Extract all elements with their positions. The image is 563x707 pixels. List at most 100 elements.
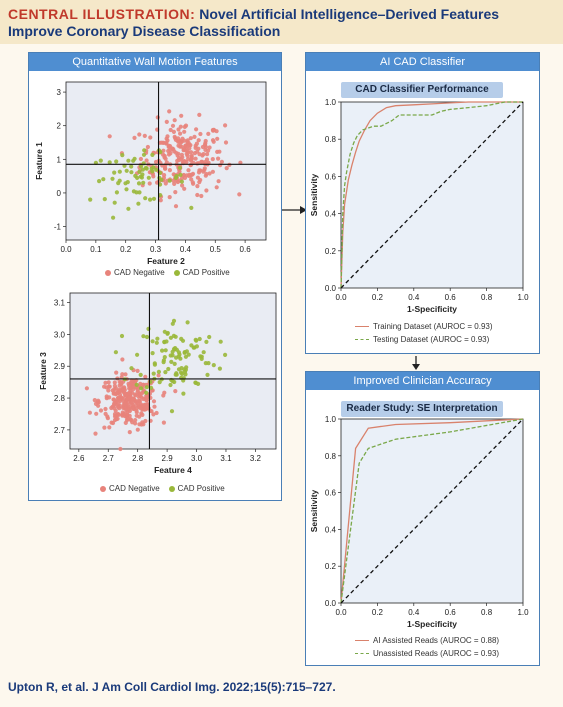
cad-negative-point — [176, 155, 182, 161]
cad-positive-point — [168, 353, 173, 358]
cad-positive-point — [144, 390, 149, 395]
x-tick-label: 0.0 — [335, 608, 347, 617]
cad-negative-point — [195, 192, 200, 198]
cad-negative-point — [215, 149, 220, 154]
x-tick-label: 0.2 — [120, 245, 132, 254]
y-tick-label: 0.6 — [325, 172, 337, 181]
cad-negative-point — [92, 398, 97, 403]
cad-negative-point — [127, 430, 132, 435]
cad-negative-point — [161, 393, 166, 398]
y-axis-label: Feature 1 — [34, 142, 44, 180]
y-tick-label: 0.8 — [325, 452, 337, 461]
cad-negative-point — [167, 168, 172, 173]
y-tick-label: 2.8 — [54, 394, 66, 403]
cad-negative-point — [143, 418, 148, 424]
header-keyword: CENTRAL ILLUSTRATION: — [8, 6, 196, 22]
cad-negative-point — [202, 166, 207, 171]
cad-positive-point — [150, 351, 155, 356]
cad-negative-point — [178, 131, 183, 136]
legend-testing-label: Testing Dataset (AUROC = 0.93) — [373, 335, 490, 344]
cad-negative-point — [164, 119, 169, 124]
cad-negative-point — [202, 142, 208, 147]
cad-positive-point — [162, 329, 167, 334]
cad-negative-point — [210, 169, 215, 174]
cad-negative-point — [199, 193, 204, 199]
x-tick-label: 0.4 — [408, 293, 420, 302]
x-tick-label: 2.7 — [103, 454, 115, 463]
x-tick-label: 0.1 — [90, 245, 102, 254]
cad-positive-point — [207, 334, 212, 340]
cad-negative-point — [203, 159, 208, 165]
cad-negative-point — [138, 156, 143, 162]
cad-positive-point — [169, 409, 175, 414]
cad-positive-point — [143, 165, 148, 170]
cad-negative-point — [123, 420, 128, 425]
cad-positive-point — [97, 179, 102, 184]
cad-negative-point — [180, 183, 185, 188]
cad-positive-point — [181, 391, 186, 396]
y-tick-label: 0.6 — [325, 489, 337, 498]
scatter1-legend: CAD Negative CAD Positive — [105, 268, 230, 277]
cad-negative-point — [210, 157, 215, 162]
cad-negative-point — [151, 174, 156, 179]
scatter-chart-feature1-feature2: 0.0 0.1 0.2 0.3 0.4 0.5 0.6 -1 0 1 2 3 Feature 2 Feat… — [34, 81, 267, 266]
cad-positive-point — [88, 197, 93, 202]
cad-negative-point — [112, 380, 117, 385]
cad-positive-point — [174, 372, 179, 377]
classifier-subtitle: CAD Classifier Performance — [341, 82, 503, 98]
cad-negative-point — [102, 384, 107, 389]
scatter2-legend: CAD Negative CAD Positive — [100, 484, 225, 493]
cad-positive-point — [137, 190, 142, 195]
chance-diagonal-line — [340, 418, 524, 604]
cad-negative-point — [132, 392, 138, 397]
cad-negative-point — [130, 400, 135, 405]
cad-negative-point — [168, 127, 173, 133]
cad-positive-point — [204, 339, 209, 344]
cad-negative-point — [201, 152, 206, 157]
cad-negative-point — [164, 141, 169, 146]
cad-positive-point — [151, 165, 156, 170]
cad-positive-point — [218, 339, 223, 344]
cad-negative-point — [103, 411, 108, 416]
testing-swatch — [355, 339, 369, 341]
cad-positive-point — [142, 148, 147, 153]
cad-negative-point — [189, 156, 194, 161]
cad-positive-point — [171, 333, 176, 338]
cad-negative-point — [136, 394, 141, 399]
x-tick-label: 3.1 — [220, 454, 232, 463]
cad-positive-point — [135, 352, 140, 357]
cad-negative-point — [175, 179, 180, 185]
cad-negative-point — [198, 177, 203, 183]
cad-positive-point — [110, 176, 115, 181]
header-banner: CENTRAL ILLUSTRATION: Novel Artificial I… — [0, 0, 563, 44]
roc-curve-dashed — [340, 101, 523, 289]
cad-positive-marker — [168, 485, 175, 492]
cad-positive-point — [155, 336, 160, 341]
cad-negative-point — [172, 134, 177, 139]
cad-positive-point — [126, 158, 131, 163]
cad-positive-point — [176, 367, 182, 372]
legend-unassisted-label: Unassisted Reads (AUROC = 0.93) — [373, 649, 500, 658]
cad-negative-point — [106, 384, 111, 389]
cad-negative-point — [137, 422, 142, 427]
x-tick-label: 0.6 — [445, 608, 457, 617]
x-tick-label: 2.9 — [162, 454, 174, 463]
x-axis-label: Feature 4 — [154, 465, 192, 475]
cad-negative-point — [130, 396, 135, 401]
cad-negative-point — [192, 134, 197, 139]
cad-positive-point — [180, 371, 185, 376]
cad-positive-point — [132, 156, 137, 161]
cad-negative-point — [103, 406, 108, 412]
cad-negative-point — [198, 131, 203, 137]
x-tick-label: 1.0 — [517, 608, 529, 617]
cad-negative-point — [206, 148, 211, 153]
y-tick-label: 2.7 — [54, 426, 66, 435]
x-tick-label: 3.0 — [191, 454, 203, 463]
cad-negative-point — [156, 373, 161, 378]
cad-positive-point — [150, 152, 155, 157]
legend-training-label: Training Dataset (AUROC = 0.93) — [373, 322, 493, 331]
cad-positive-point — [112, 200, 117, 205]
cad-negative-point — [158, 198, 163, 203]
cad-negative-point — [207, 171, 212, 176]
header-title-part1: Novel Artificial Intelligence–Derived Fe… — [195, 6, 500, 22]
